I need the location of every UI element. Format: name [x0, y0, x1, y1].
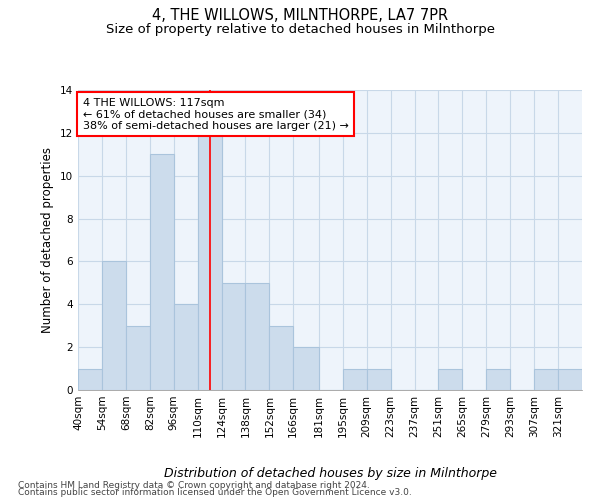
Bar: [487, 368, 510, 390]
Bar: [78, 368, 102, 390]
Bar: [293, 347, 319, 390]
Bar: [173, 304, 197, 390]
Text: Size of property relative to detached houses in Milnthorpe: Size of property relative to detached ho…: [106, 22, 494, 36]
Bar: [197, 133, 221, 390]
Text: Distribution of detached houses by size in Milnthorpe: Distribution of detached houses by size …: [163, 467, 497, 480]
Bar: [534, 368, 558, 390]
Bar: [126, 326, 150, 390]
Bar: [245, 283, 269, 390]
Text: Contains HM Land Registry data © Crown copyright and database right 2024.: Contains HM Land Registry data © Crown c…: [18, 480, 370, 490]
Y-axis label: Number of detached properties: Number of detached properties: [41, 147, 55, 333]
Text: 4, THE WILLOWS, MILNTHORPE, LA7 7PR: 4, THE WILLOWS, MILNTHORPE, LA7 7PR: [152, 8, 448, 22]
Bar: [269, 326, 293, 390]
Bar: [102, 262, 126, 390]
Bar: [558, 368, 582, 390]
Bar: [343, 368, 367, 390]
Text: Contains public sector information licensed under the Open Government Licence v3: Contains public sector information licen…: [18, 488, 412, 497]
Bar: [150, 154, 173, 390]
Bar: [439, 368, 463, 390]
Bar: [221, 283, 245, 390]
Bar: [367, 368, 391, 390]
Text: 4 THE WILLOWS: 117sqm
← 61% of detached houses are smaller (34)
38% of semi-deta: 4 THE WILLOWS: 117sqm ← 61% of detached …: [83, 98, 349, 130]
